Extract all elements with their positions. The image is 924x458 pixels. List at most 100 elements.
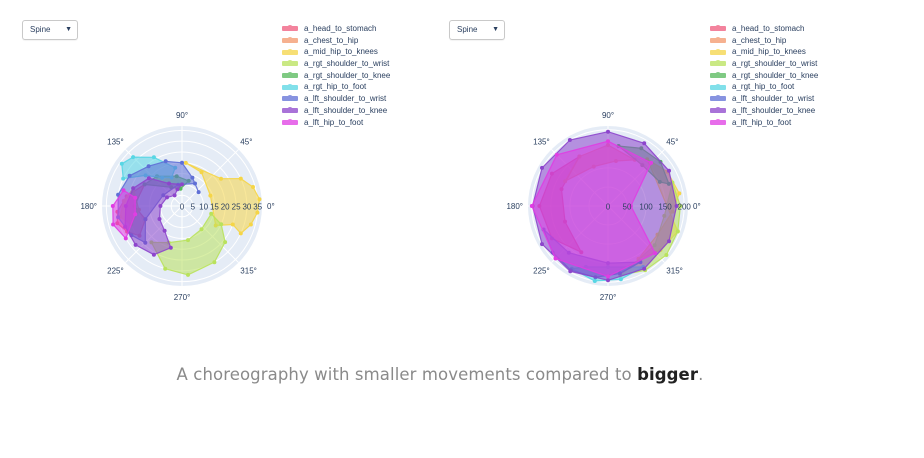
legend-item-a_chest_to_hip[interactable]: a_chest_to_hip	[710, 35, 818, 47]
legend-label: a_rgt_shoulder_to_wrist	[732, 59, 818, 69]
data-point	[119, 161, 124, 166]
data-point	[199, 227, 204, 232]
legend-swatch	[282, 37, 298, 44]
legend-item-a_rgt_shoulder_to_wrist[interactable]: a_rgt_shoulder_to_wrist	[710, 58, 818, 70]
legend-item-a_mid_hip_to_knees[interactable]: a_mid_hip_to_knees	[282, 46, 390, 58]
angular-tick-label: 180°	[506, 202, 523, 211]
data-point	[567, 138, 572, 142]
legend-label: a_head_to_stomach	[732, 24, 805, 33]
data-point	[165, 195, 169, 200]
legend-swatch	[710, 83, 726, 90]
radial-tick-label: 30	[242, 203, 251, 212]
data-point	[163, 159, 168, 164]
legend-label: a_head_to_stomach	[304, 24, 377, 33]
legend-label: a_rgt_shoulder_to_knee	[304, 70, 391, 80]
legend-item-a_chest_to_hip[interactable]: a_chest_to_hip	[282, 35, 390, 47]
data-point	[180, 182, 184, 187]
legend-label: a_lft_hip_to_foot	[304, 117, 364, 127]
data-point	[219, 176, 223, 181]
data-point	[180, 160, 184, 165]
data-point	[131, 155, 136, 160]
data-point	[123, 236, 128, 241]
legend-item-a_lft_shoulder_to_wrist[interactable]: a_lft_shoulder_to_wrist	[282, 93, 390, 105]
legend-item-a_lft_shoulder_to_wrist[interactable]: a_lft_shoulder_to_wrist	[710, 93, 818, 105]
legend-label: a_lft_shoulder_to_knee	[732, 105, 816, 115]
data-point	[678, 204, 683, 208]
data-point	[186, 272, 190, 277]
legend-item-a_rgt_shoulder_to_knee[interactable]: a_rgt_shoulder_to_knee	[282, 70, 390, 82]
angular-tick-label: 45°	[240, 138, 252, 147]
angular-tick-label: 315°	[240, 266, 257, 275]
legend-item-a_head_to_stomach[interactable]: a_head_to_stomach	[282, 23, 390, 35]
data-point	[193, 181, 197, 186]
legend-label: a_rgt_shoulder_to_knee	[732, 70, 819, 80]
data-point	[186, 238, 190, 243]
legend-swatch	[710, 48, 726, 55]
legend-item-a_rgt_shoulder_to_wrist[interactable]: a_rgt_shoulder_to_wrist	[282, 58, 390, 70]
legend-swatch	[710, 37, 726, 44]
angular-tick-label: 0°	[267, 202, 275, 211]
legend-item-a_lft_hip_to_foot[interactable]: a_lft_hip_to_foot	[710, 117, 818, 129]
legend-item-a_lft_shoulder_to_knee[interactable]: a_lft_shoulder_to_knee	[710, 105, 818, 117]
data-point	[664, 253, 669, 257]
data-point	[219, 222, 224, 227]
variable-dropdown-right[interactable]: Spine ▼	[449, 20, 505, 40]
legend-item-a_lft_shoulder_to_knee[interactable]: a_lft_shoulder_to_knee	[282, 105, 390, 117]
data-point	[529, 204, 534, 208]
data-point	[133, 195, 138, 200]
legend-item-a_head_to_stomach[interactable]: a_head_to_stomach	[710, 23, 818, 35]
legend-item-a_mid_hip_to_knees[interactable]: a_mid_hip_to_knees	[710, 46, 818, 58]
legend-swatch	[710, 107, 726, 114]
data-point	[196, 190, 201, 195]
data-point	[667, 168, 671, 173]
radial-tick-label: 100	[639, 203, 653, 212]
legend-item-a_lft_hip_to_foot[interactable]: a_lft_hip_to_foot	[282, 117, 390, 129]
data-point	[133, 242, 138, 247]
angular-tick-label: 135°	[533, 138, 550, 147]
radial-tick-label: 35	[253, 203, 262, 212]
caption-end: .	[698, 365, 704, 384]
data-point	[606, 274, 610, 279]
legend-item-a_rgt_hip_to_foot[interactable]: a_rgt_hip_to_foot	[282, 81, 390, 93]
legend-item-a_rgt_shoulder_to_knee[interactable]: a_rgt_shoulder_to_knee	[710, 70, 818, 82]
data-point	[209, 211, 214, 216]
legend-swatch	[282, 107, 298, 114]
legend-right: a_head_to_stomach a_chest_to_hip a_mid_hip…	[710, 23, 818, 128]
data-point	[121, 188, 126, 193]
legend-label: a_rgt_hip_to_foot	[304, 82, 367, 92]
data-point	[208, 193, 213, 198]
data-point	[674, 204, 679, 208]
data-point	[251, 185, 255, 189]
caret-down-icon: ▼	[65, 26, 72, 33]
legend-label: a_lft_shoulder_to_knee	[304, 105, 388, 115]
angular-tick-label: 90°	[602, 111, 614, 120]
radial-tick-label: 25	[232, 203, 241, 212]
data-point	[592, 279, 597, 283]
data-point	[133, 212, 138, 217]
legend-label: a_chest_to_hip	[732, 35, 787, 45]
data-point	[606, 278, 610, 283]
data-point	[606, 129, 610, 134]
angular-tick-label: 45°	[666, 138, 678, 147]
radial-tick-label: 0	[606, 203, 611, 212]
legend-label: a_lft_shoulder_to_wrist	[304, 94, 387, 104]
data-point	[162, 228, 167, 233]
legend-swatch	[710, 95, 726, 102]
angular-tick-label: 225°	[533, 266, 550, 275]
data-point	[157, 217, 162, 221]
angular-tick-label: 270°	[600, 293, 617, 302]
data-point	[642, 266, 647, 271]
legend-swatch	[710, 72, 726, 79]
data-point	[110, 204, 115, 208]
radial-tick-label: 10	[199, 203, 208, 212]
data-point	[175, 187, 180, 192]
legend-swatch	[282, 72, 298, 79]
data-point	[158, 204, 163, 208]
variable-dropdown-left[interactable]: Spine ▼	[22, 20, 78, 40]
radial-tick-label: 50	[623, 203, 632, 212]
legend-swatch	[282, 25, 298, 32]
angular-tick-label: 0°	[693, 202, 701, 211]
legend-swatch	[282, 118, 298, 125]
angular-tick-label: 180°	[80, 202, 97, 211]
legend-item-a_rgt_hip_to_foot[interactable]: a_rgt_hip_to_foot	[710, 81, 818, 93]
